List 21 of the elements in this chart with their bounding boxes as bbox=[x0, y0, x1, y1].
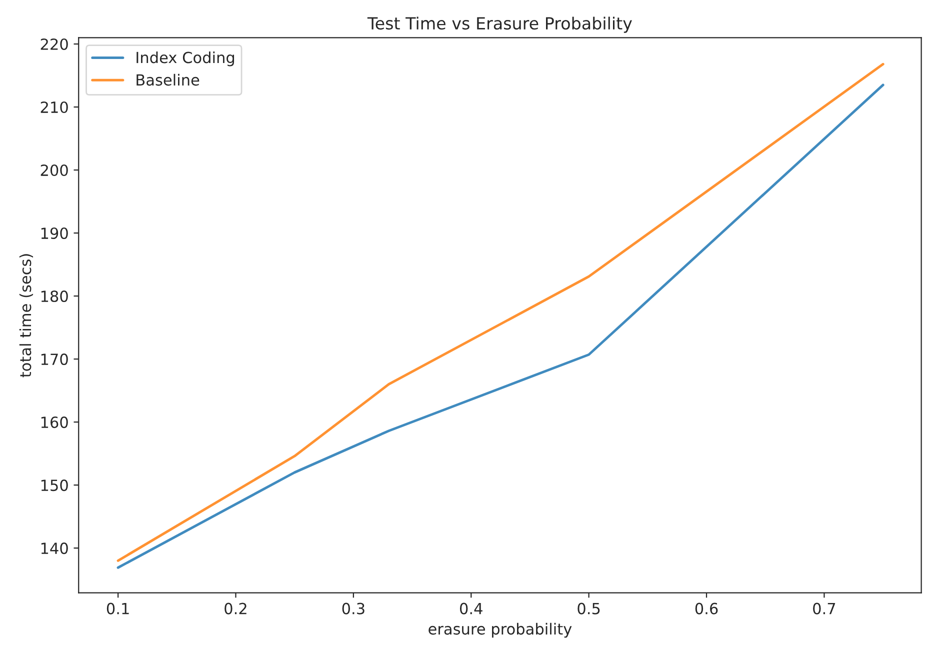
legend-label: Baseline bbox=[136, 74, 200, 86]
x-tick-label: 0.6 bbox=[695, 602, 718, 614]
legend-label: Index Coding bbox=[136, 51, 234, 66]
x-tick-label: 0.1 bbox=[106, 602, 129, 614]
x-tick-label: 0.3 bbox=[342, 602, 364, 614]
y-tick-label: 210 bbox=[40, 101, 68, 114]
y-tick-label: 200 bbox=[40, 164, 68, 176]
y-tick-label: 190 bbox=[41, 227, 68, 240]
y-tick-label: 140 bbox=[41, 542, 68, 554]
x-tick-label: 0.4 bbox=[460, 602, 482, 614]
x-tick-label: 0.7 bbox=[813, 602, 836, 614]
x-axis-title: erasure probability bbox=[428, 622, 572, 638]
y-tick-label: 180 bbox=[41, 290, 68, 302]
y-tick-label: 220 bbox=[40, 38, 68, 50]
y-tick-label: 160 bbox=[41, 416, 68, 428]
chart-title: Test Time vs Erasure Probability bbox=[367, 16, 632, 33]
y-axis-title: total time (secs) bbox=[19, 254, 34, 378]
x-tick-label: 0.5 bbox=[578, 602, 600, 614]
x-tick-label: 0.2 bbox=[224, 602, 246, 614]
y-tick-label: 150 bbox=[41, 480, 68, 492]
y-tick-label: 170 bbox=[41, 354, 68, 366]
